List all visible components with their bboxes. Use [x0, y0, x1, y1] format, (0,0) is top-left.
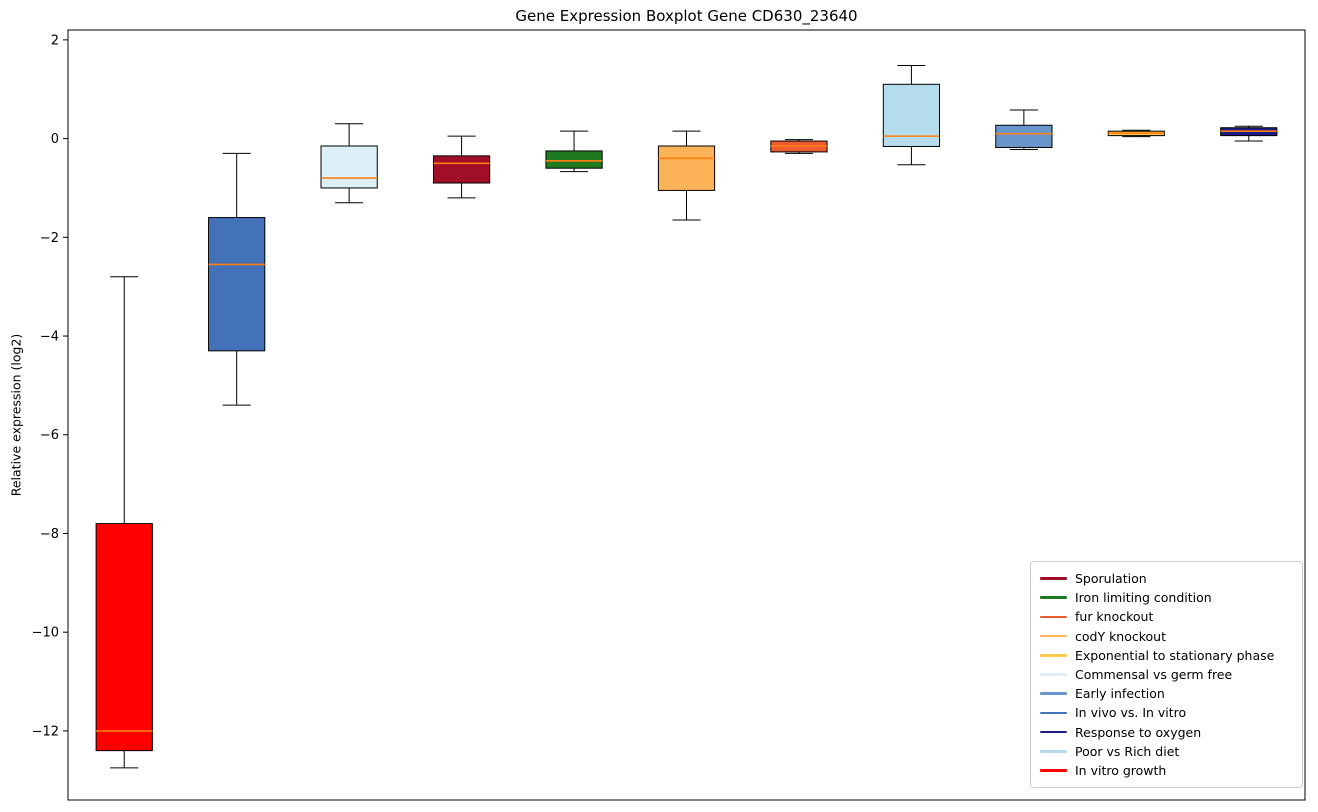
- legend-color-line: [1040, 769, 1067, 772]
- box-rect: [432, 155, 491, 184]
- legend-label: fur knockout: [1075, 609, 1154, 625]
- box-fur-knockout: [770, 139, 828, 154]
- legend-color-line: [1040, 692, 1067, 696]
- legend-label: Exponential to stationary phase: [1075, 647, 1275, 663]
- box-rect: [95, 523, 153, 752]
- legend-label: codY knockout: [1075, 628, 1167, 644]
- box-rect: [545, 150, 603, 169]
- box-in-vitro-growth: [95, 276, 153, 769]
- legend-label: Iron limiting condition: [1075, 590, 1212, 606]
- box-iron-limiting-condition: [545, 130, 603, 173]
- legend-label: In vivo vs. In vitro: [1075, 705, 1187, 721]
- box-rect: [657, 145, 716, 191]
- legend-item: Exponential to stationary phase: [1040, 646, 1293, 665]
- legend-item: Poor vs Rich diet: [1040, 742, 1293, 761]
- legend-item: fur knockout: [1040, 607, 1293, 626]
- box-rect: [882, 83, 941, 147]
- legend-label: Early infection: [1075, 686, 1165, 702]
- box-sporulation: [432, 135, 491, 199]
- legend-label: Commensal vs germ free: [1075, 667, 1233, 683]
- legend-color-line: [1040, 711, 1067, 715]
- box-early-infection: [995, 109, 1053, 150]
- legend-item: Sporulation: [1040, 569, 1293, 588]
- y-tick-label: −6: [40, 428, 59, 443]
- legend-color-line: [1040, 654, 1067, 657]
- plot-frame: [67, 29, 1306, 801]
- legend-item: In vivo vs. In vitro: [1040, 703, 1293, 722]
- legend-color-line: [1040, 596, 1067, 600]
- legend-label: In vitro growth: [1075, 762, 1167, 778]
- legend-item: In vitro growth: [1040, 761, 1293, 780]
- box-in-vivo-vs-in-vitro: [208, 152, 266, 406]
- legend-item: Commensal vs germ free: [1040, 665, 1293, 684]
- y-tick-label: −10: [32, 626, 59, 641]
- legend-item: Early infection: [1040, 684, 1293, 703]
- legend-label: Response to oxygen: [1075, 724, 1202, 740]
- legend: Sporulation Iron limiting condition fur kn…: [1030, 561, 1303, 789]
- box-rect: [995, 124, 1053, 148]
- legend-color-line: [1040, 730, 1067, 734]
- legend-label: Sporulation: [1075, 571, 1147, 587]
- box-poor-vs-rich-diet: [882, 65, 941, 166]
- box-response-to-oxygen: [1220, 125, 1278, 142]
- legend-color-line: [1040, 749, 1067, 753]
- y-tick-label: −8: [40, 527, 59, 542]
- y-tick-label: −4: [40, 330, 59, 345]
- legend-label: Poor vs Rich diet: [1075, 743, 1180, 759]
- y-tick-label: 0: [51, 132, 59, 147]
- box-cody-knockout: [657, 130, 716, 221]
- box-rect: [208, 217, 266, 352]
- legend-item: Iron limiting condition: [1040, 588, 1293, 607]
- chart-title: Gene Expression Boxplot Gene CD630_23640: [515, 7, 858, 25]
- legend-item: codY knockout: [1040, 627, 1293, 646]
- legend-color-line: [1040, 673, 1067, 676]
- box-commensal-vs-germ-free: [320, 123, 378, 204]
- box-rect: [320, 145, 378, 189]
- legend-color-line: [1040, 577, 1067, 580]
- y-tick-label: −12: [32, 724, 59, 739]
- legend-item: Response to oxygen: [1040, 723, 1293, 742]
- box-exponential-to-stationary-phase: [1107, 129, 1165, 138]
- legend-color-line: [1040, 615, 1067, 619]
- legend-color-line: [1040, 634, 1067, 638]
- y-tick-label: 2: [51, 33, 59, 48]
- y-tick-label: −2: [40, 231, 59, 246]
